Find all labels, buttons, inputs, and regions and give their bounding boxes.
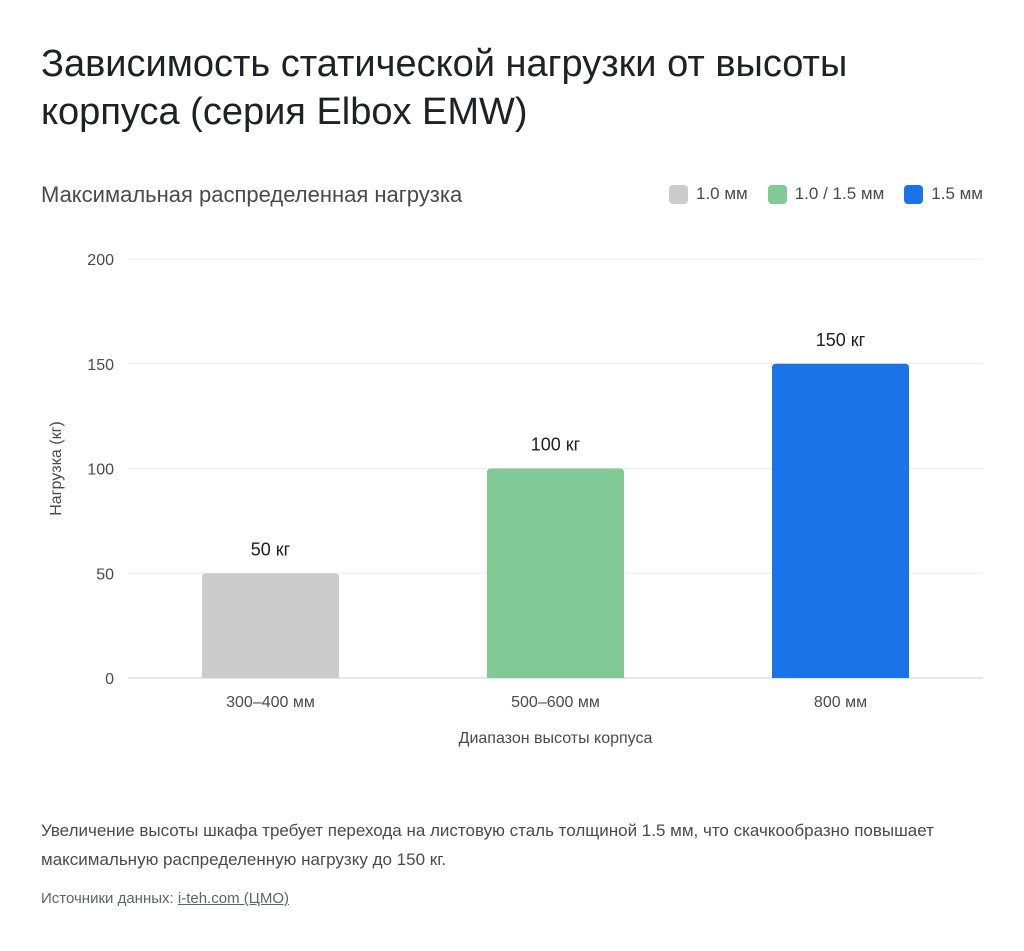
x-tick-label-3: 800 мм	[814, 694, 867, 711]
y-tick-label-100: 100	[87, 462, 114, 479]
y-tick-label-0: 0	[105, 671, 114, 688]
chart-subtitle: Максимальная распределенная нагрузка	[41, 182, 463, 207]
chart-legend: 1.0 мм 1.0 / 1.5 мм 1.5 мм	[668, 184, 983, 204]
bar-2	[487, 468, 624, 678]
legend-item-3: 1.5 мм	[904, 184, 983, 204]
legend-item-2: 1.0 / 1.5 мм	[767, 184, 885, 204]
data-label-3: 150 кг	[816, 330, 866, 350]
legend-label-1: 1.0 мм	[695, 184, 748, 203]
y-tick-label-150: 150	[87, 357, 114, 374]
legend-item-1: 1.0 мм	[668, 184, 748, 204]
x-tick-label-2: 500–600 мм	[511, 694, 600, 711]
legend-swatch-1	[668, 184, 688, 204]
bar-chart: 0 50 100 150 200 50 кг 300–400 мм 100 кг 500–600…	[48, 252, 983, 747]
chart-note: Увеличение высоты шкафа требует перехода…	[41, 821, 934, 869]
data-source: Источники данных: i-teh.com (ЦМО)	[41, 889, 289, 909]
x-tick-label-1: 300–400 мм	[226, 694, 315, 711]
legend-label-2: 1.0 / 1.5 мм	[794, 184, 885, 203]
y-tick-label-50: 50	[96, 566, 114, 583]
bar-1	[202, 573, 339, 678]
chart-title: Зависимость статической нагрузки от высо…	[41, 43, 848, 133]
data-label-2: 100 кг	[531, 435, 581, 455]
x-axis-title: Диапазон высоты корпуса	[459, 730, 653, 747]
data-label-1: 50 кг	[251, 539, 291, 559]
bar-3	[772, 363, 909, 678]
legend-swatch-3	[904, 184, 924, 204]
y-axis-title: Нагрузка (кг)	[48, 421, 65, 516]
y-tick-label-200: 200	[87, 252, 114, 269]
legend-label-3: 1.5 мм	[931, 184, 983, 203]
source-link[interactable]: i-teh.com (ЦМО)	[177, 890, 289, 907]
legend-swatch-2	[767, 184, 787, 204]
source-prefix: Источники данных:	[41, 890, 178, 907]
